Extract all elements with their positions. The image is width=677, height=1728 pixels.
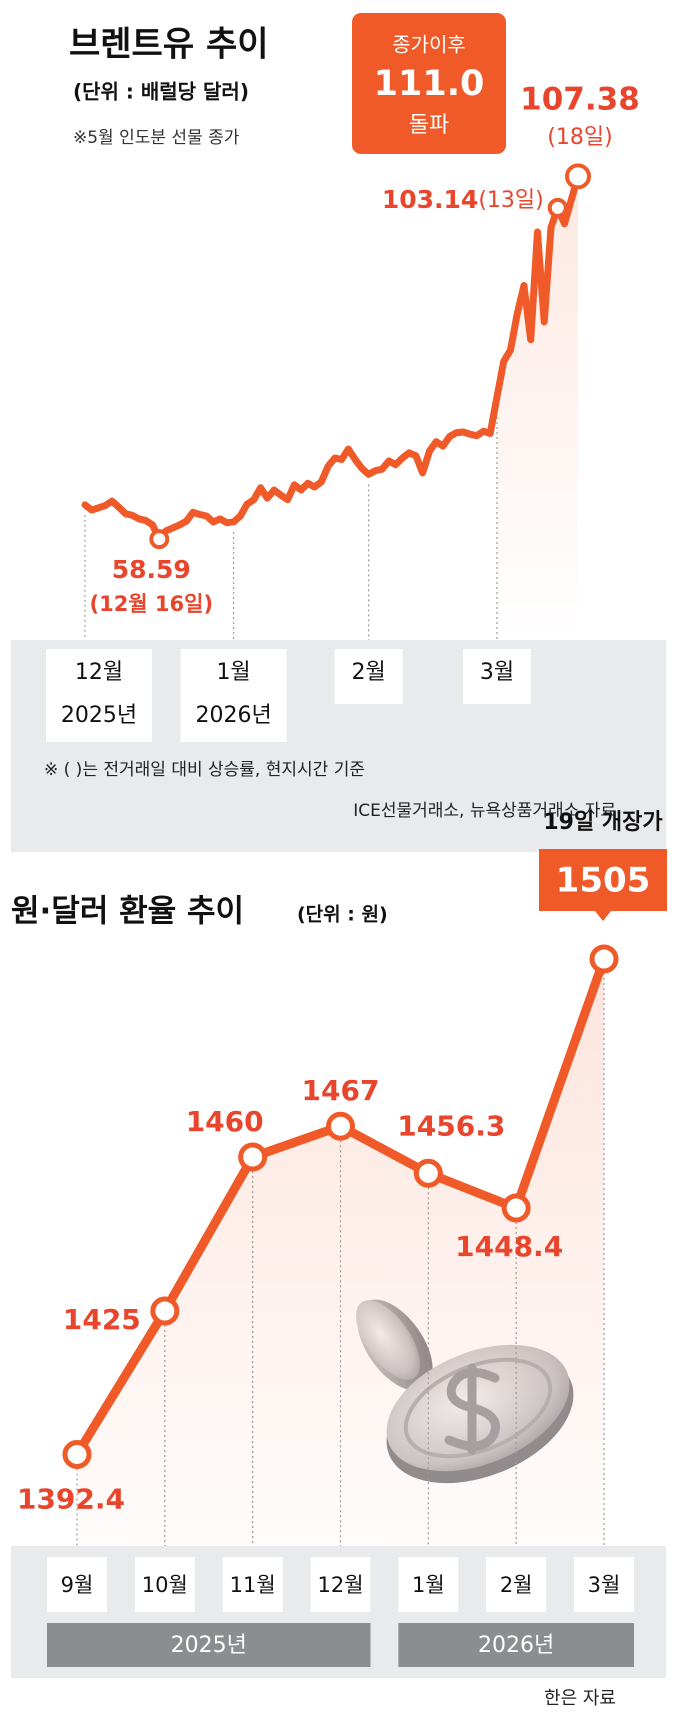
callout-text: 111.0 [374,64,485,104]
chart-title: 브렌트유 추이 [69,25,269,65]
point-marker [150,1296,180,1326]
value-label: 1448.4 [455,1230,563,1263]
x-year-label: 2026년 [478,1633,554,1658]
x-tick-label: 3월 [588,1573,621,1597]
x-tick-label: 12월 [317,1573,363,1597]
x-tick-label: 10월 [142,1573,188,1597]
tick-box [462,649,531,704]
x-tick-label: 1월 [412,1573,445,1597]
point-marker [413,1158,443,1188]
value-label: 1505 [556,861,651,901]
callout-text: 돌파 [409,113,449,138]
point-marker [547,197,568,218]
callout-text: 종가이후 [392,33,466,57]
source: 한은 자료 [544,1688,616,1709]
point-marker [565,163,591,190]
value-label: 58.59 [112,555,191,584]
tick-box [334,649,403,704]
point-marker [589,944,619,974]
x-tick-label: 9월 [61,1573,94,1597]
tick-box [180,649,287,742]
footnote: ICE선물거래소, 뉴욕상품거래소 자료 [353,801,616,821]
point-marker [238,1142,268,1172]
value-label: 1425 [63,1303,141,1336]
x-tick-label: 2월 [500,1573,533,1597]
chart-title: 원·달러 환율 추이 [11,894,244,930]
line [81,172,582,543]
footnote: ※ ( )는 전거래일 대비 상승률, 현지시간 기준 [44,760,365,780]
tick-box [486,1557,547,1612]
point-marker [501,1193,531,1223]
value-label: 107.38 [520,82,640,118]
callout-box: 종가이후 111.0 돌파 [352,13,506,154]
x-tick-label: 2월 [352,660,386,685]
tick-box [134,1557,195,1612]
year-bar [47,1623,371,1667]
tick-box [574,1557,634,1612]
x-year-label: 2026년 [195,703,271,728]
value-label: 1456.3 [397,1109,505,1142]
point-marker [62,1439,92,1469]
callout-bg [352,13,506,154]
callout-box [539,849,667,921]
x-tick-label: 1월 [216,660,250,685]
x-tick-label: 3월 [480,660,514,685]
x-tick-label: 11월 [230,1573,276,1597]
value-label: 1460 [186,1105,264,1138]
area [496,176,578,640]
chart-subtitle: (단위 : 배럴당 달러) [73,80,249,104]
point-label: (18일) [547,125,612,150]
chart-subtitle: (단위 : 원) [297,904,388,926]
tick-box [310,1557,371,1612]
chart-note: ※5월 인도분 선물 종가 [73,128,240,148]
tick-box [46,649,152,742]
year-bar [398,1623,634,1667]
point-label: (12월 16일) [89,592,213,616]
tick-box [398,1557,459,1612]
value-label: 103.14(13일) [382,185,544,214]
point-marker [149,529,170,550]
callout-text: 19일 개장가 [543,810,662,835]
point-label: (13일) [478,188,543,213]
area [77,959,604,1546]
x-tick-label: 12월 [75,660,123,685]
x-year-label: 2025년 [61,703,137,728]
x-year-label: 2025년 [171,1633,247,1658]
point-marker [326,1111,355,1141]
value-label: 1392.4 [17,1482,125,1515]
tick-box [47,1557,107,1612]
value-label: 103.14 [382,185,478,214]
tick-box [222,1557,283,1612]
value-label: 1467 [302,1074,380,1107]
